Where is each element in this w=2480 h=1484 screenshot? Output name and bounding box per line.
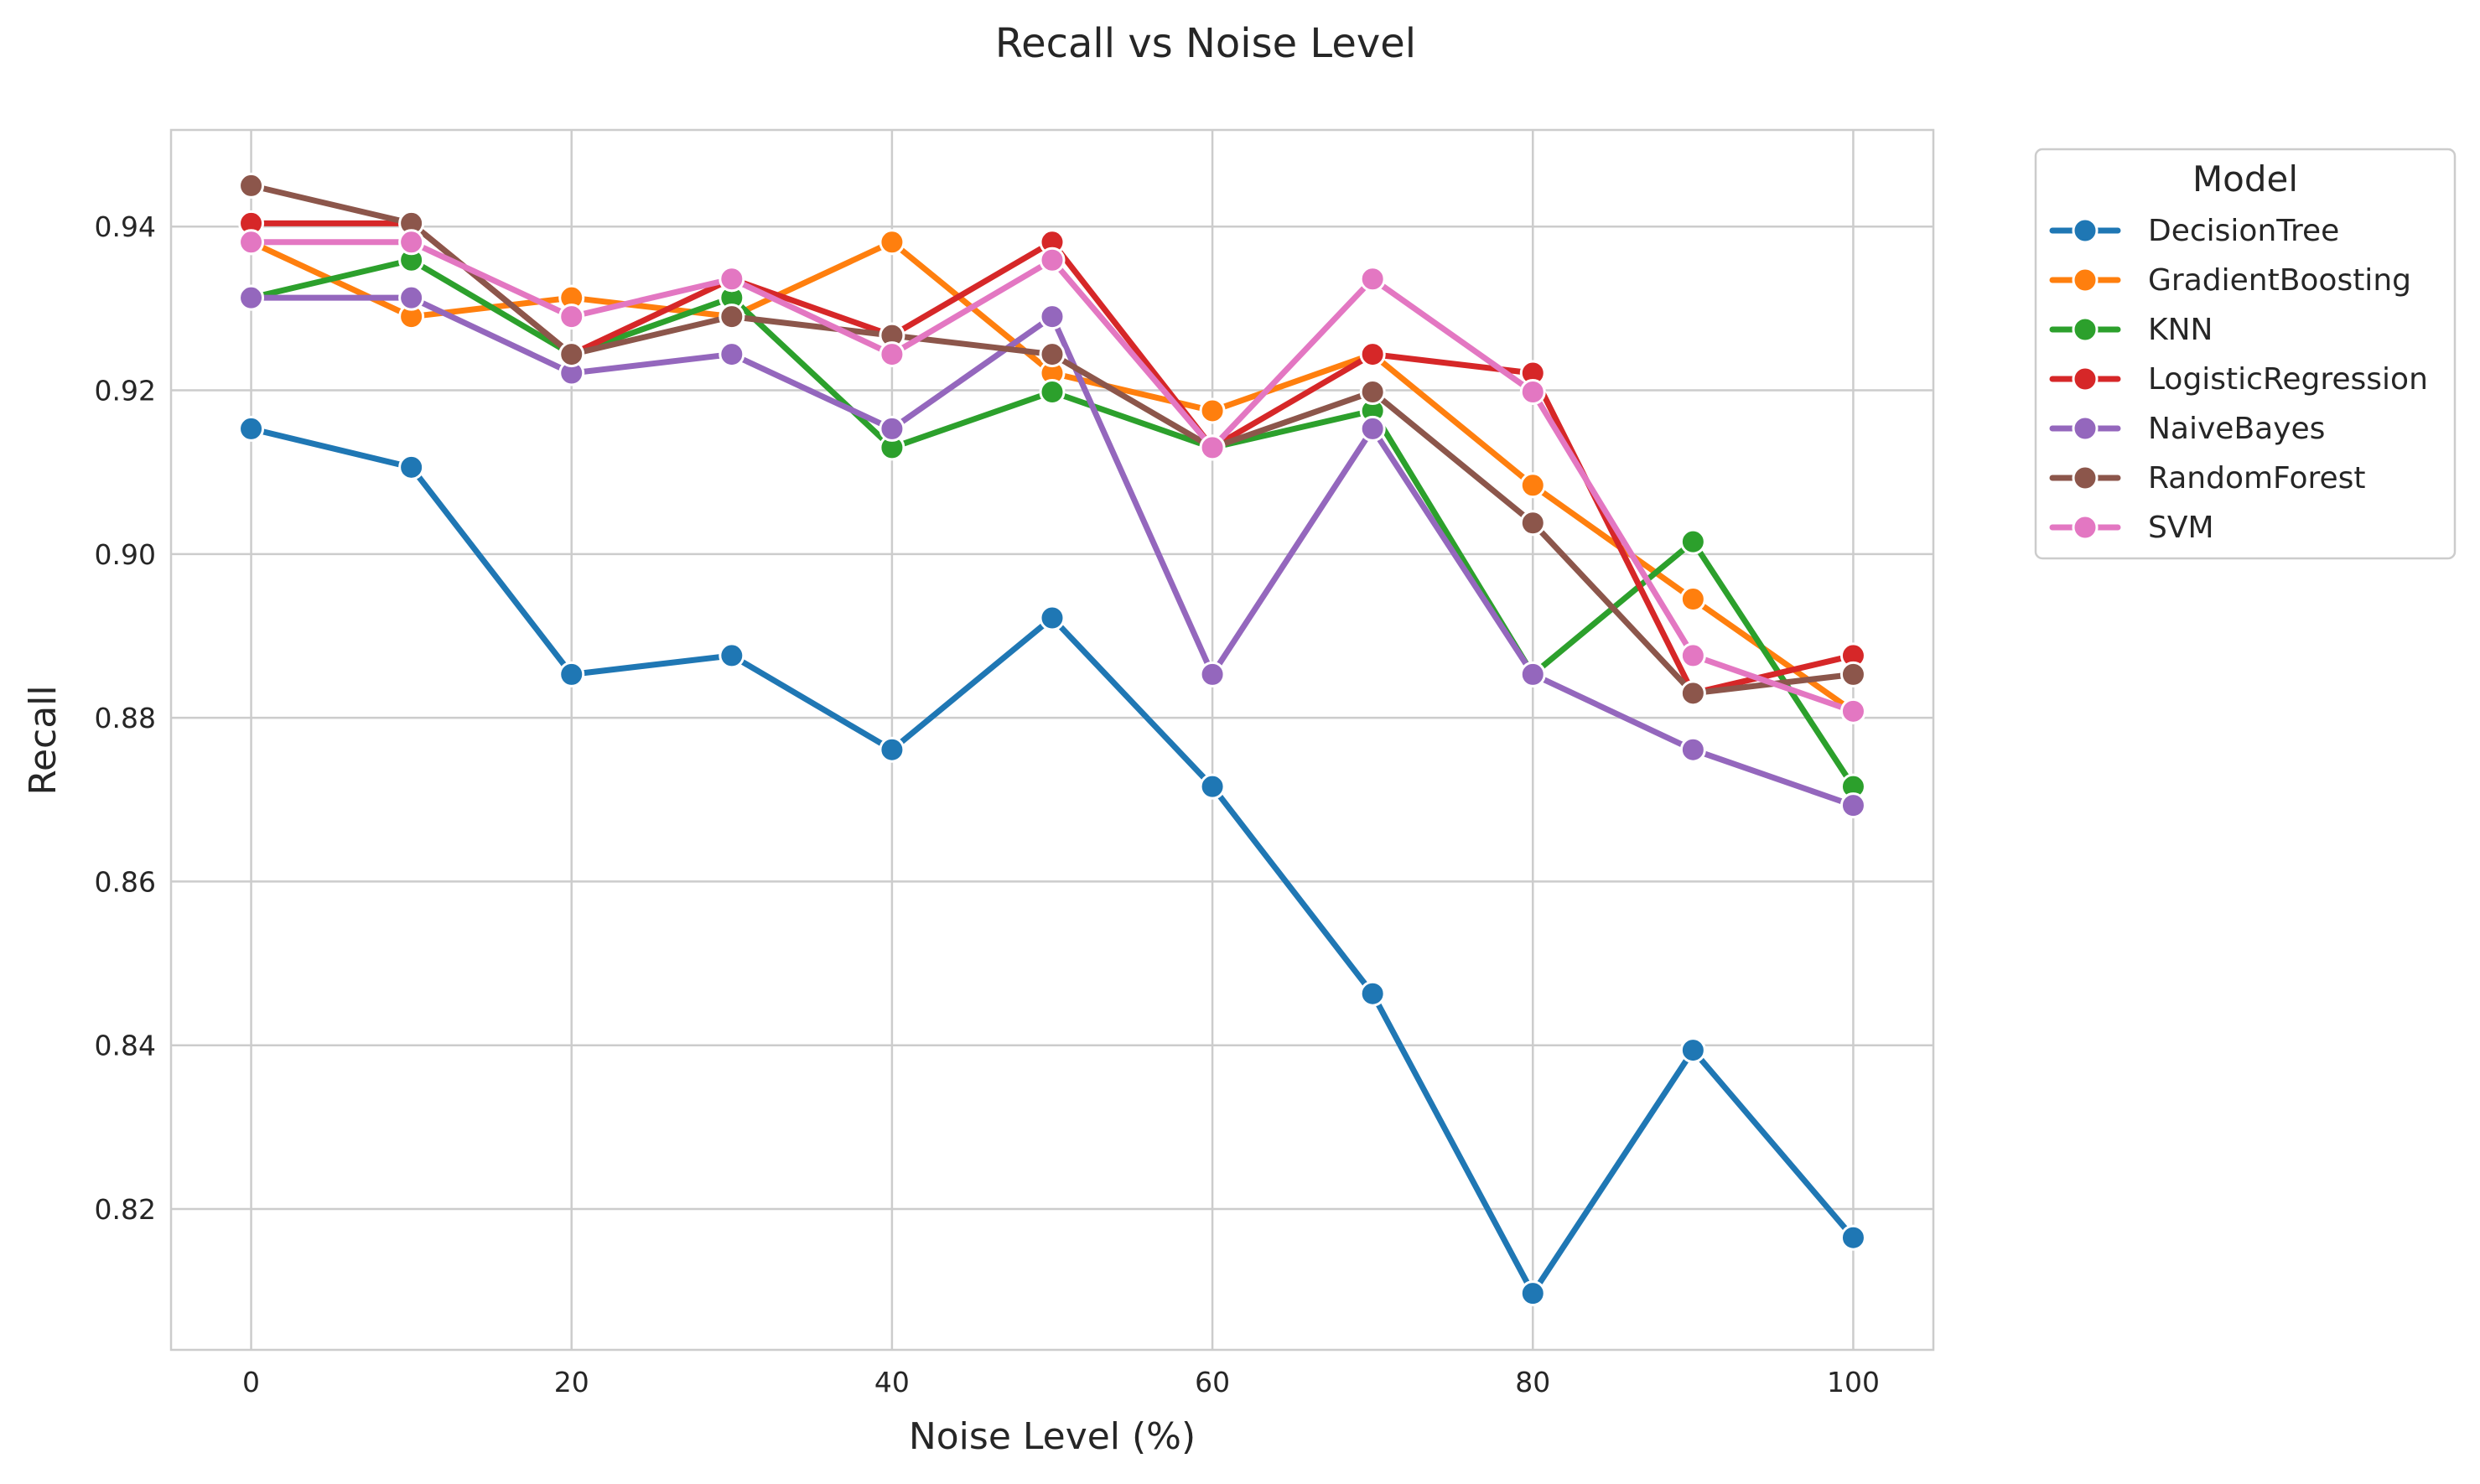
- data-point-randomforest: [1039, 341, 1066, 368]
- data-point-gradientboosting: [1519, 472, 1546, 499]
- y-tick-label: 0.86: [95, 865, 156, 898]
- series-group: [238, 172, 1866, 1307]
- data-point-naivebayes: [1199, 661, 1226, 688]
- data-point-svm: [1199, 434, 1226, 461]
- data-point-naivebayes: [1519, 661, 1546, 688]
- data-point-decisiontree: [1519, 1280, 1546, 1307]
- data-point-naivebayes: [398, 284, 425, 311]
- legend-marker: [2072, 366, 2099, 392]
- legend-marker: [2072, 464, 2099, 491]
- data-point-randomforest: [1519, 510, 1546, 537]
- legend-items: DecisionTree GradientBoosting KNN LogisticR…: [2049, 214, 2428, 545]
- legend-label: DecisionTree: [2148, 214, 2339, 248]
- series-svm: [238, 229, 1866, 724]
- data-point-svm: [879, 341, 905, 368]
- legend-item-naivebayes: NaiveBayes: [2049, 412, 2325, 446]
- data-point-naivebayes: [1359, 415, 1386, 442]
- y-tick-label: 0.88: [95, 702, 156, 734]
- data-point-naivebayes: [719, 341, 745, 368]
- legend-item-decisiontree: DecisionTree: [2049, 214, 2339, 248]
- data-point-decisiontree: [879, 736, 905, 763]
- legend-label: RandomForest: [2148, 461, 2366, 496]
- data-point-randomforest: [1839, 661, 1866, 688]
- x-tick-label: 40: [874, 1366, 910, 1398]
- legend-marker: [2072, 316, 2099, 343]
- legend-item-gradientboosting: GradientBoosting: [2049, 263, 2411, 298]
- data-point-decisiontree: [1199, 773, 1226, 800]
- legend-item-knn: KNN: [2049, 313, 2213, 347]
- legend-marker: [2072, 217, 2099, 244]
- y-tick-label: 0.84: [95, 1030, 156, 1062]
- data-point-randomforest: [719, 304, 745, 330]
- data-point-svm: [558, 304, 585, 330]
- series-randomforest: [238, 172, 1866, 707]
- legend-marker: [2072, 267, 2099, 293]
- data-point-gradientboosting: [1199, 397, 1226, 424]
- data-point-naivebayes: [238, 284, 265, 311]
- data-point-randomforest: [1679, 680, 1706, 707]
- legend: Model DecisionTree GradientBoosting KNN Log…: [2034, 148, 2457, 560]
- data-point-decisiontree: [558, 661, 585, 688]
- legend-marker: [2072, 415, 2099, 442]
- legend-item-svm: SVM: [2049, 511, 2214, 545]
- data-point-naivebayes: [879, 415, 905, 442]
- legend-title: Model: [2192, 158, 2298, 200]
- data-point-randomforest: [1359, 378, 1386, 405]
- chart-title: Recall vs Noise Level: [995, 20, 1416, 67]
- series-naivebayes: [238, 284, 1866, 819]
- data-point-svm: [238, 229, 265, 256]
- x-tick-label: 20: [554, 1366, 589, 1398]
- data-point-gradientboosting: [1679, 586, 1706, 613]
- legend-box: [2034, 148, 2457, 560]
- legend-label: LogisticRegression: [2148, 362, 2428, 397]
- x-axis-ticks: 0 20 40 60 80 100: [242, 1366, 1880, 1398]
- x-tick-label: 60: [1195, 1366, 1230, 1398]
- data-point-decisiontree: [1679, 1037, 1706, 1064]
- grid: [171, 130, 1933, 1350]
- data-point-svm: [1839, 698, 1866, 724]
- y-tick-label: 0.82: [95, 1193, 156, 1226]
- data-point-decisiontree: [398, 454, 425, 480]
- data-point-decisiontree: [1839, 1224, 1866, 1251]
- data-point-decisiontree: [238, 415, 265, 442]
- data-point-svm: [1039, 246, 1066, 273]
- data-point-logisticregression: [1359, 341, 1386, 368]
- y-tick-label: 0.94: [95, 210, 156, 243]
- data-point-svm: [719, 266, 745, 293]
- data-point-knn: [1679, 528, 1706, 555]
- data-point-svm: [1519, 378, 1546, 405]
- legend-label: NaiveBayes: [2148, 412, 2325, 446]
- data-point-naivebayes: [1839, 792, 1866, 819]
- legend-label: KNN: [2148, 313, 2213, 347]
- data-point-decisiontree: [1039, 604, 1066, 631]
- y-tick-label: 0.90: [95, 538, 156, 571]
- legend-marker: [2072, 514, 2099, 541]
- data-point-svm: [1359, 266, 1386, 293]
- y-axis-ticks: 0.82 0.84 0.86 0.88 0.90 0.92 0.94: [95, 210, 156, 1226]
- y-axis-label: Recall: [22, 685, 65, 795]
- plot-area: [169, 128, 1935, 1352]
- legend-item-randomforest: RandomForest: [2049, 461, 2366, 496]
- x-tick-label: 100: [1827, 1366, 1880, 1398]
- legend-label: GradientBoosting: [2148, 263, 2411, 298]
- data-point-gradientboosting: [879, 229, 905, 256]
- data-point-naivebayes: [1679, 736, 1706, 763]
- data-point-svm: [1679, 642, 1706, 669]
- data-point-decisiontree: [719, 642, 745, 669]
- x-tick-label: 0: [242, 1366, 260, 1398]
- legend-item-logisticregression: LogisticRegression: [2049, 362, 2428, 397]
- data-point-decisiontree: [1359, 980, 1386, 1007]
- data-point-randomforest: [558, 341, 585, 368]
- data-point-svm: [398, 229, 425, 256]
- data-point-randomforest: [238, 172, 265, 199]
- x-tick-label: 80: [1515, 1366, 1550, 1398]
- y-tick-label: 0.92: [95, 375, 156, 407]
- x-axis-label: Noise Level (%): [909, 1415, 1196, 1458]
- legend-label: SVM: [2148, 511, 2214, 545]
- series-decisiontree: [238, 415, 1866, 1307]
- data-point-naivebayes: [1039, 304, 1066, 330]
- data-point-knn: [1039, 378, 1066, 405]
